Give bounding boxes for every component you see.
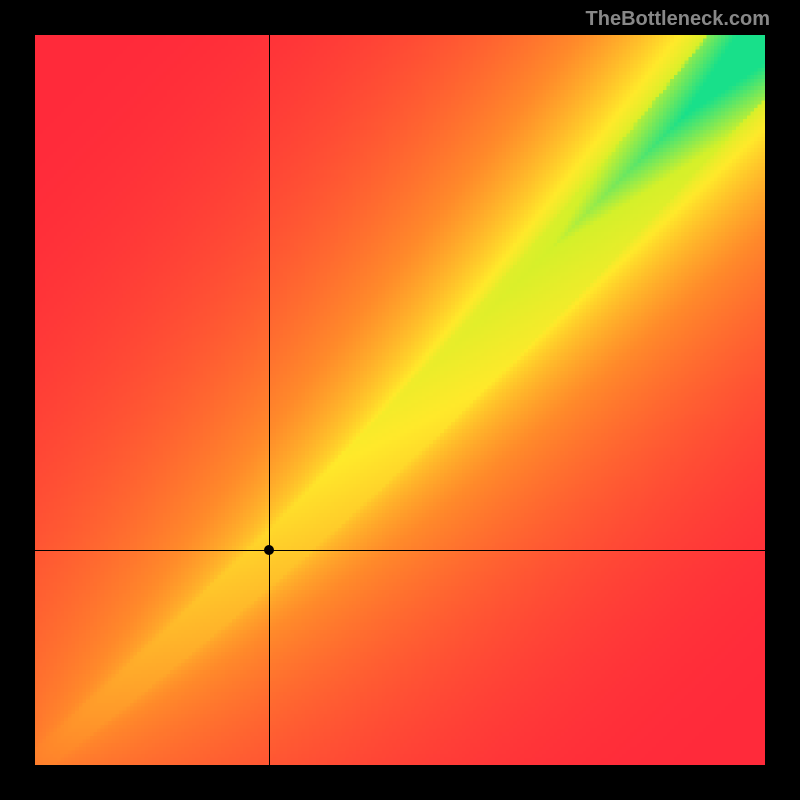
crosshair-horizontal	[35, 550, 765, 551]
crosshair-marker	[264, 545, 274, 555]
crosshair-vertical	[269, 35, 270, 765]
heatmap-canvas	[35, 35, 765, 765]
watermark-text: TheBottleneck.com	[586, 8, 770, 31]
heatmap-plot	[35, 35, 765, 765]
